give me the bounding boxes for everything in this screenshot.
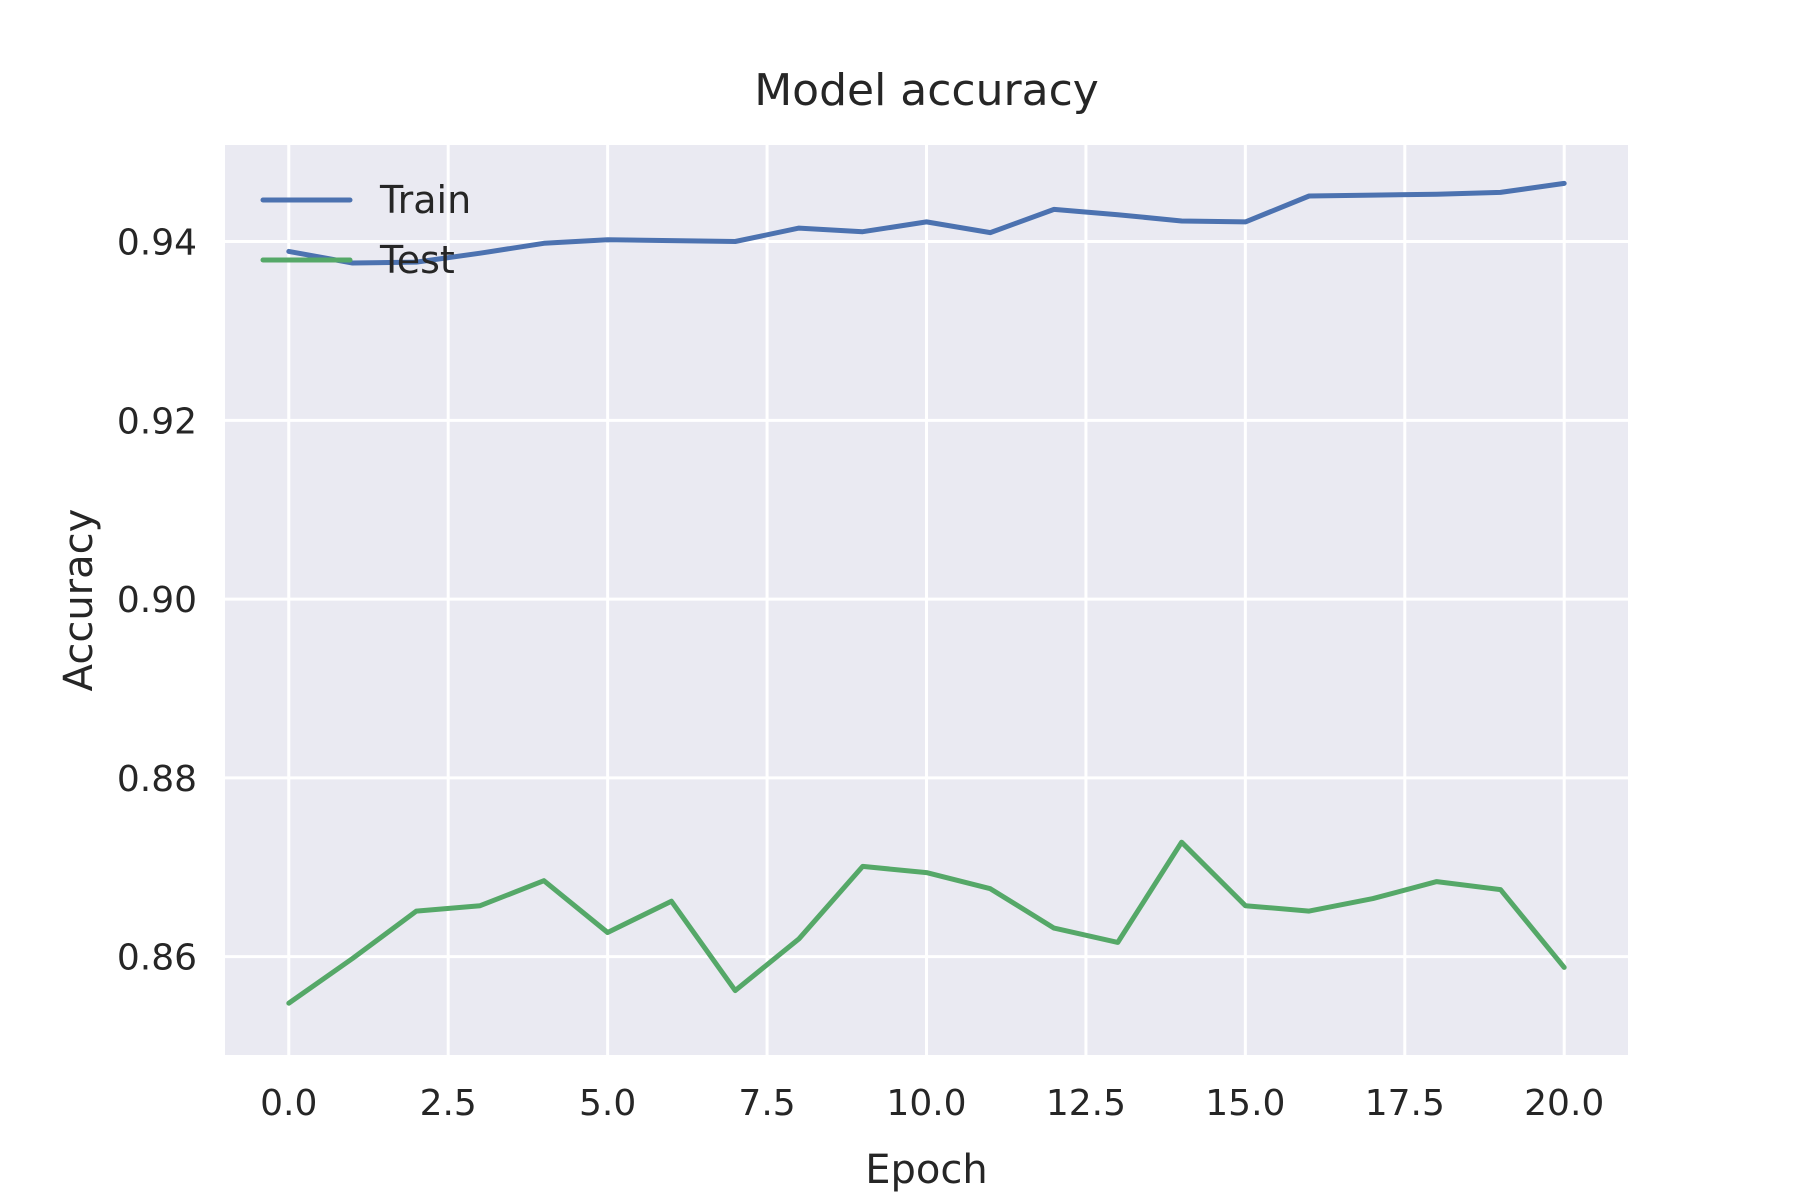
x-tick-label: 7.5 [738, 1083, 795, 1124]
y-tick-label: 0.86 [117, 938, 197, 979]
tick-labels: 0.0 2.5 5.0 7.5 10.0 12.5 15.0 17.5 20.0 0.86 0.88… [117, 223, 1604, 1124]
x-tick-label: 0.0 [260, 1083, 317, 1124]
y-tick-label: 0.92 [117, 401, 197, 442]
y-tick-label: 0.90 [117, 580, 197, 621]
series-lines [286, 180, 1567, 1006]
y-axis-label: Accuracy [56, 509, 102, 692]
y-tick-label: 0.88 [117, 759, 197, 800]
x-tick-label: 17.5 [1365, 1083, 1445, 1124]
legend-label-test: Test [379, 238, 455, 282]
x-tick-label: 2.5 [420, 1083, 477, 1124]
x-tick-label: 10.0 [886, 1083, 966, 1124]
chart-title: Model accuracy [754, 65, 1099, 116]
grid-lines [225, 145, 1628, 1055]
x-tick-label: 20.0 [1524, 1083, 1604, 1124]
x-axis-label: Epoch [865, 1147, 987, 1193]
x-tick-label: 5.0 [579, 1083, 636, 1124]
x-tick-label: 15.0 [1205, 1083, 1285, 1124]
legend-label-train: Train [379, 178, 471, 222]
y-tick-label: 0.94 [117, 223, 197, 264]
legend: Train Test [260, 178, 471, 282]
x-tick-label: 12.5 [1046, 1083, 1126, 1124]
series-line-test [286, 839, 1567, 1006]
series-line-train [286, 180, 1567, 266]
